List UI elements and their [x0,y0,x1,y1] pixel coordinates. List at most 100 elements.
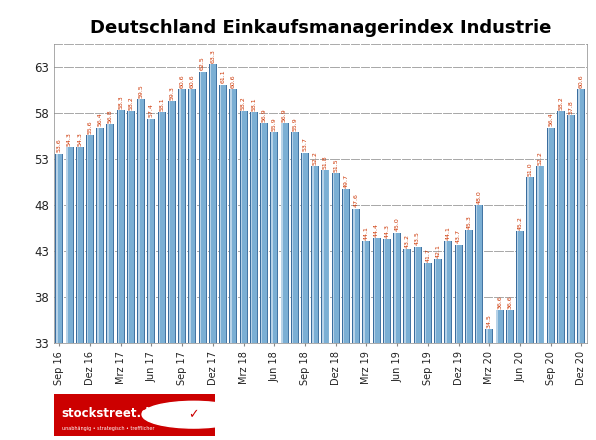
Text: 51.5: 51.5 [333,158,338,172]
Text: 58.1: 58.1 [159,97,164,111]
Text: 62.5: 62.5 [200,56,205,70]
Bar [485,330,493,343]
Bar [277,132,278,343]
Bar [465,230,467,343]
Bar [475,205,483,343]
Bar [86,135,87,343]
Bar [403,249,404,343]
Bar [321,170,322,343]
Bar [564,111,565,343]
Bar [169,101,170,343]
Bar [451,241,452,343]
Bar [117,110,125,343]
Bar [476,205,477,343]
Text: 60.6: 60.6 [179,74,185,88]
Bar [372,238,381,343]
Bar [216,64,217,343]
Bar [372,238,374,343]
Bar [291,132,293,343]
Bar [486,330,488,343]
Text: 56.9: 56.9 [262,108,266,122]
Bar [137,99,145,343]
Bar [557,111,558,343]
Bar [578,89,585,343]
Text: 58.2: 58.2 [558,96,563,110]
Text: 54.3: 54.3 [77,132,82,146]
Bar [230,89,232,343]
Bar [144,99,145,343]
Bar [536,166,545,343]
Bar [83,147,84,343]
Bar [291,132,299,343]
Bar [311,166,319,343]
Bar [322,170,324,343]
Text: 45.2: 45.2 [517,216,523,230]
Bar [506,310,507,343]
Bar [568,115,570,343]
Bar [302,153,303,343]
Bar [424,263,425,343]
Text: 58.2: 58.2 [241,96,246,110]
Bar [404,249,406,343]
Bar [209,64,210,343]
Bar [374,238,375,343]
Bar [103,128,104,343]
Text: 54.3: 54.3 [67,132,72,146]
Bar [301,153,309,343]
Text: 58.1: 58.1 [252,97,256,111]
Bar [516,231,517,343]
Bar [241,111,242,343]
Bar [179,89,181,343]
Bar [158,112,166,343]
Bar [178,89,179,343]
Text: 34.5: 34.5 [487,314,492,328]
Bar [445,241,452,343]
Bar [523,231,524,343]
Bar [318,166,319,343]
Bar [485,330,486,343]
Bar [56,154,58,343]
Bar [138,99,139,343]
Bar [137,99,138,343]
Bar [574,115,575,343]
Text: 36.6: 36.6 [497,295,502,309]
Bar [465,230,473,343]
Text: 59.5: 59.5 [139,84,144,98]
Bar [383,239,384,343]
Text: 56.8: 56.8 [108,109,113,123]
Bar [544,166,545,343]
Bar [578,89,580,343]
Bar [441,260,442,343]
Text: 43.7: 43.7 [456,229,461,243]
Bar [188,89,190,343]
Bar [190,89,191,343]
Bar [147,118,156,343]
Text: 45.0: 45.0 [395,218,400,231]
Text: 43.2: 43.2 [405,234,410,248]
Text: 53.7: 53.7 [303,137,308,151]
Bar [107,124,114,343]
Bar [226,84,227,343]
Bar [390,239,391,343]
Bar [393,233,401,343]
Bar [158,112,159,343]
Bar [260,123,261,343]
Bar [380,238,381,343]
Text: 49.7: 49.7 [343,174,349,188]
Bar [87,135,88,343]
Text: stockstreet.de: stockstreet.de [62,407,158,420]
Text: 53.6: 53.6 [57,139,62,152]
Bar [538,166,539,343]
Bar [403,249,411,343]
Bar [513,310,514,343]
Bar [287,123,288,343]
Bar [168,101,169,343]
Bar [206,72,207,343]
Bar [359,209,360,343]
Bar [188,89,196,343]
Bar [445,241,447,343]
Bar [495,310,496,343]
Bar [554,128,555,343]
Bar [321,170,330,343]
Title: Deutschland Einkaufsmanagerindex Industrie: Deutschland Einkaufsmanagerindex Industr… [89,19,551,37]
